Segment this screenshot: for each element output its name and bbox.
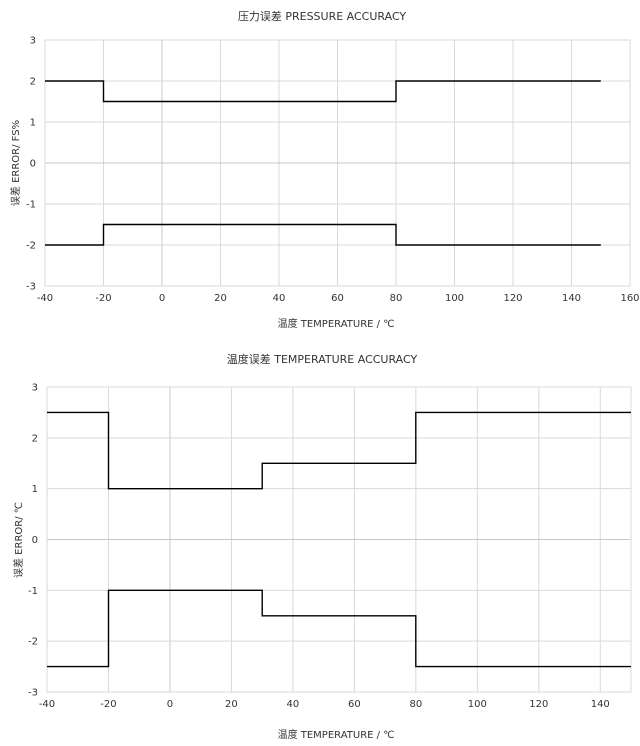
series	[45, 80, 601, 246]
x-axis-label: 温度 TEMPERATURE / ℃	[278, 728, 395, 741]
x-tick-label: 100	[468, 699, 487, 710]
y-tick-label: 1	[32, 484, 38, 495]
upper-limit-line	[45, 80, 601, 103]
lower-limit-line	[47, 589, 631, 668]
x-tick-label: 80	[409, 699, 422, 710]
plot-area-frame	[46, 386, 632, 693]
x-tick-label: 60	[331, 293, 344, 304]
ticks: -40 -20 0 20 40 60 80 100 120 140 -3 -2 -1 0 1 2 3	[28, 383, 610, 711]
x-axis-label: 温度 TEMPERATURE / ℃	[278, 317, 395, 330]
temperature-accuracy-chart: 温度误差 TEMPERATURE ACCURACY -40 -20 0 20 40 60 8…	[0, 340, 640, 746]
y-tick-label: 1	[30, 118, 36, 129]
y-tick-label: -2	[26, 241, 36, 252]
pressure-accuracy-chart: 压力误差 PRESSURE ACCURACY -40 -20 0 20 40 60 80 10…	[0, 0, 640, 340]
x-tick-label: -40	[39, 699, 55, 710]
series	[47, 411, 631, 668]
x-tick-label: -40	[37, 293, 53, 304]
y-tick-label: 3	[32, 383, 38, 394]
chart-title: 压力误差 PRESSURE ACCURACY	[238, 9, 407, 23]
lower-limit-line	[45, 223, 601, 246]
y-tick-label: -1	[28, 586, 38, 597]
x-tick-label: -20	[100, 699, 116, 710]
y-tick-label: -3	[28, 688, 38, 699]
grid	[46, 386, 632, 693]
x-tick-label: 40	[287, 699, 300, 710]
x-tick-label: 20	[214, 293, 227, 304]
y-tick-label: -1	[26, 200, 36, 211]
chart-title: 温度误差 TEMPERATURE ACCURACY	[227, 352, 418, 366]
y-tick-label: -2	[28, 637, 38, 648]
x-tick-label: 140	[591, 699, 610, 710]
y-axis-label: 误差 ERROR/ ℃	[12, 502, 25, 578]
x-tick-label: 80	[390, 293, 403, 304]
y-tick-label: 0	[30, 159, 36, 170]
grid	[44, 39, 631, 287]
y-tick-label: 2	[32, 433, 38, 444]
x-tick-label: 160	[620, 293, 639, 304]
plot-area-frame	[44, 39, 631, 287]
upper-limit-line	[47, 411, 631, 490]
x-tick-label: 120	[529, 699, 548, 710]
x-tick-label: 120	[503, 293, 522, 304]
x-tick-label: 40	[273, 293, 286, 304]
x-tick-label: -20	[95, 293, 111, 304]
y-tick-label: 3	[30, 36, 36, 47]
x-tick-label: 0	[159, 293, 165, 304]
y-tick-label: 2	[30, 77, 36, 88]
temperature-accuracy-svg: 温度误差 TEMPERATURE ACCURACY -40 -20 0 20 40 60 8…	[12, 352, 632, 741]
pressure-accuracy-svg: 压力误差 PRESSURE ACCURACY -40 -20 0 20 40 60 80 10…	[9, 9, 640, 330]
ticks: -40 -20 0 20 40 60 80 100 120 140 160 -3 -2 -1 0 1 2 3	[26, 36, 640, 305]
x-tick-label: 0	[167, 699, 173, 710]
x-tick-label: 60	[348, 699, 361, 710]
y-tick-label: 0	[32, 535, 38, 546]
x-tick-label: 20	[225, 699, 238, 710]
x-tick-label: 140	[562, 293, 581, 304]
y-tick-label: -3	[26, 282, 36, 293]
y-axis-label: 误差 ERROR/ FS%	[9, 120, 22, 206]
x-tick-label: 100	[445, 293, 464, 304]
